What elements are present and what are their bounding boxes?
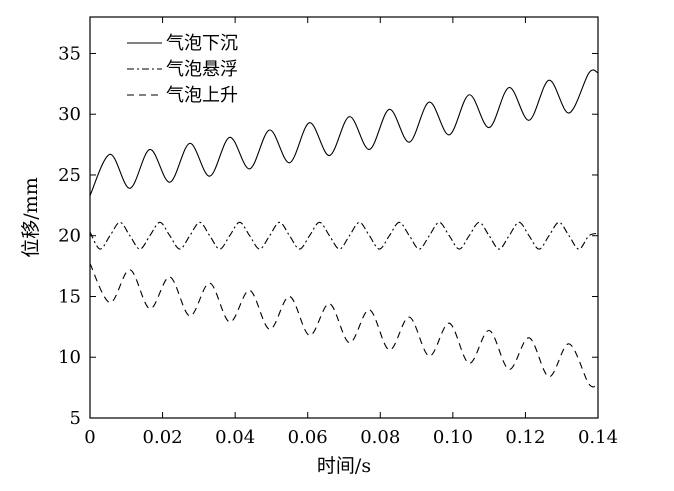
- legend-label-2: 气泡悬浮: [166, 59, 238, 80]
- series-line-2: [89, 221, 599, 250]
- y-tick-label: 25: [58, 165, 81, 186]
- y-tick-label: 5: [70, 408, 81, 429]
- axis-tick-labels: 0 0.02 0.04 0.06 0.08 0.10 0.12 0.14 5 10 15 20 25 30…: [58, 43, 618, 448]
- plot-lines: [89, 69, 599, 388]
- series-line-1: [89, 69, 599, 196]
- y-tick-label: 30: [58, 104, 81, 125]
- x-axis-title: 时间/s: [317, 455, 371, 477]
- series-line-3: [89, 263, 599, 388]
- x-tick-label: 0.14: [578, 427, 618, 448]
- y-tick-label: 20: [58, 226, 81, 247]
- plot-frame: [89, 16, 599, 419]
- y-tick-label: 35: [58, 43, 81, 64]
- axis-ticks: [89, 17, 599, 419]
- x-tick-label: 0.06: [288, 427, 328, 448]
- x-tick-label: 0.12: [505, 427, 545, 448]
- legend-label-1: 气泡下沉: [166, 33, 238, 54]
- x-tick-label: 0: [84, 427, 95, 448]
- x-tick-label: 0.04: [215, 427, 255, 448]
- x-tick-label: 0.10: [433, 427, 473, 448]
- y-tick-label: 15: [58, 286, 81, 307]
- y-axis-title: 位移/mm: [20, 177, 42, 257]
- legend-label-3: 气泡上升: [166, 85, 238, 106]
- x-tick-label: 0.02: [143, 427, 183, 448]
- y-tick-label: 10: [58, 347, 81, 368]
- x-tick-label: 0.08: [360, 427, 400, 448]
